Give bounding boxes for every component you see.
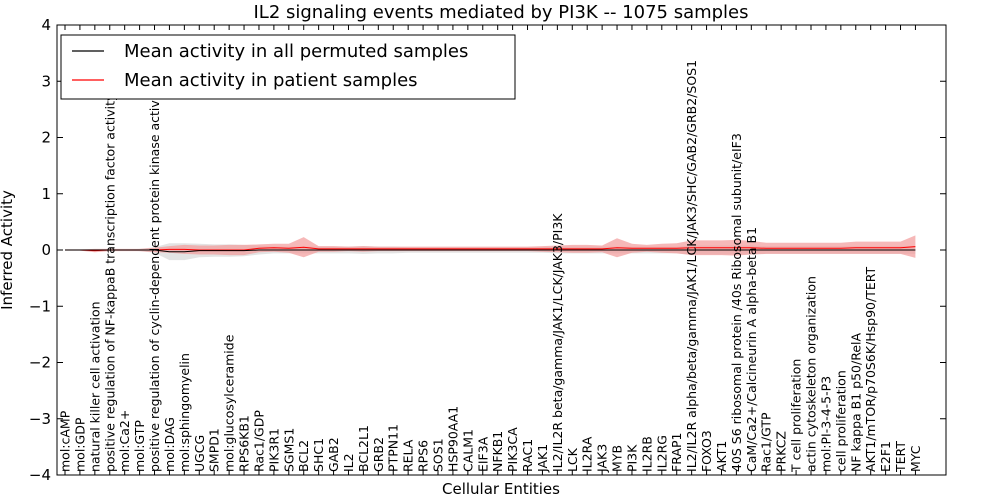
x-category-label: IL2 [341, 453, 356, 472]
x-category-label: RAC1 [520, 439, 535, 472]
x-category-label: PIK3R1 [266, 428, 281, 472]
x-category-label: natural killer cell activation [87, 301, 102, 472]
x-category-label: cell proliferation [833, 370, 848, 472]
x-category-label: IL2RG [654, 435, 669, 472]
x-category-label: RPS6KB1 [237, 415, 252, 472]
x-category-label: mol:GDP [72, 417, 87, 472]
x-category-label: SHC1 [311, 438, 326, 472]
patient-mean-line [65, 246, 916, 252]
x-category-label: E2F1 [878, 441, 893, 472]
x-category-label: IL2RA [580, 436, 595, 472]
x-category-label: CaM/Ca2+/Calcineurin A alpha-beta B1 [744, 227, 759, 472]
x-category-label: Rac1/GDP [252, 410, 267, 472]
x-category-label: GRB2 [371, 437, 386, 472]
x-category-label: HSP90AA1 [445, 406, 460, 472]
x-category-label: JAK3 [595, 444, 610, 473]
y-tick-label: 0 [41, 241, 51, 259]
x-category-label: PI3K [625, 444, 640, 472]
x-category-label: SMPD1 [207, 428, 222, 472]
x-category-label: mol:GTP [132, 420, 147, 472]
x-category-label: mol:PI-3-4-5-P3 [818, 376, 833, 472]
y-tick-label: −3 [29, 410, 51, 428]
x-category-label: FOXO3 [699, 430, 714, 472]
x-category-label: IL2/IL2R alpha/beta/gamma/JAK1/LCK/JAK3/… [684, 60, 699, 472]
x-category-label: NFKB1 [490, 431, 505, 472]
x-category-label: BCL2L1 [356, 425, 371, 472]
x-category-label: positive regulation of NF-kappaB transcr… [102, 93, 117, 472]
x-category-label: positive regulation of cyclin-dependent … [147, 84, 162, 472]
x-category-label: actin cytoskeleton organization [804, 276, 819, 472]
x-category-label: JAK1 [535, 444, 550, 473]
x-category-label: TERT [893, 441, 908, 473]
x-category-label: mol:Ca2+ [117, 410, 132, 472]
x-category-label: MYB [610, 445, 625, 472]
y-tick-label: 2 [41, 129, 51, 147]
x-category-label: PTPN11 [386, 424, 401, 472]
patient-band [65, 235, 916, 258]
x-category-label: EIF3A [475, 436, 490, 472]
y-tick-label: −4 [29, 466, 51, 484]
confidence-bands [65, 235, 916, 261]
x-axis-category-labels: mol:cAMP mol:GDP natural killer cell activ… [58, 25, 923, 475]
legend-label-permuted: Mean activity in all permuted samples [124, 41, 468, 62]
x-category-label: AKT1/mTOR/p70S6K/Hsp90/TERT [863, 266, 878, 472]
y-axis-ticks: −4 −3 −2 −1 0 1 2 3 4 [29, 16, 946, 484]
x-category-label: FRAP1 [669, 433, 684, 472]
x-category-label: UGCG [192, 435, 207, 472]
x-category-label: PRKCZ [774, 431, 789, 472]
x-category-label: AKT1 [714, 441, 729, 472]
legend-box [60, 34, 516, 100]
x-category-label: BCL2 [296, 440, 311, 472]
chart-title: IL2 signaling events mediated by PI3K --… [253, 2, 748, 23]
y-tick-label: −2 [29, 354, 51, 372]
x-category-label: IL2/IL2R beta/gamma/JAK1/LCK/JAK3/PI3K [550, 213, 565, 472]
series-lines [65, 246, 916, 253]
permuted-mean-line [65, 249, 916, 253]
x-category-label: T cell proliferation [789, 359, 804, 473]
x-category-label: 40S S6 ribosomal protein /40s Ribosomal … [729, 133, 744, 472]
x-category-label: NF kappa B1 p50/RelA [848, 333, 863, 473]
x-category-label: mol:cAMP [58, 410, 73, 472]
x-axis-label: Cellular Entities [442, 480, 560, 498]
x-category-label: mol:sphingomyelin [177, 353, 192, 472]
x-category-label: mol:glucosylceramide [222, 334, 237, 472]
x-category-label: RELA [401, 439, 416, 472]
x-category-label: SGMS1 [281, 428, 296, 472]
x-category-label: LCK [565, 447, 580, 472]
x-category-label: CALM1 [460, 429, 475, 472]
legend: Mean activity in all permuted samples Me… [60, 34, 516, 100]
x-category-label: IL2RB [639, 436, 654, 472]
x-category-label: SOS1 [431, 438, 446, 472]
x-category-label: mol:DAG [162, 417, 177, 472]
x-category-label: Rac1/GTP [759, 412, 774, 472]
x-category-label: MYC [908, 445, 923, 472]
x-category-label: PIK3CA [505, 427, 520, 472]
legend-label-patient: Mean activity in patient samples [124, 70, 418, 91]
y-axis-label: Inferred Activity [0, 190, 16, 310]
x-category-label: RPS6 [416, 440, 431, 472]
y-tick-label: 3 [41, 72, 51, 90]
x-category-label: GAB2 [326, 437, 341, 472]
y-tick-label: 4 [41, 16, 51, 34]
y-tick-label: −1 [29, 297, 51, 315]
y-tick-label: 1 [41, 185, 51, 203]
